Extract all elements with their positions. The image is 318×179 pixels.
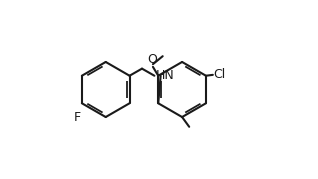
- Text: HN: HN: [155, 69, 174, 82]
- Text: F: F: [74, 111, 81, 124]
- Text: O: O: [147, 53, 157, 66]
- Text: Cl: Cl: [214, 68, 226, 81]
